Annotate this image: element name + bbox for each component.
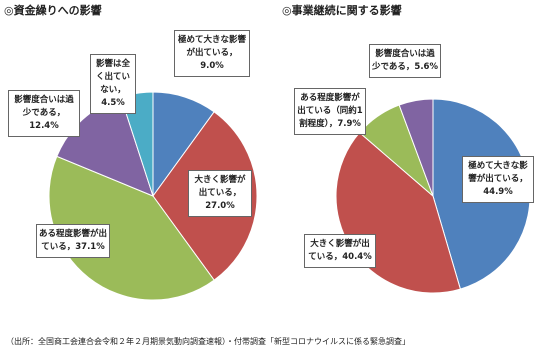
data-label: ある程度影響が出ている（同約1割程度），7.9% xyxy=(294,88,366,135)
data-label: 大きく影響が出ている，40.4% xyxy=(304,234,376,268)
chart-title: ◎事業継続に関する影響 xyxy=(282,4,402,17)
pie-slice xyxy=(48,155,215,301)
pie-slice xyxy=(398,98,434,197)
data-label: 影響度合いは過少である，12.4% xyxy=(8,90,80,137)
chart-title: ◎資金繰りへの影響 xyxy=(4,4,102,17)
data-label: 極めて大きな影響が出ている，44.9% xyxy=(462,156,534,203)
data-label: 極めて大きな影響が出ている，9.0% xyxy=(174,30,250,77)
data-label: 影響は全く出ていない，4.5% xyxy=(90,54,136,114)
data-label: 大きく影響が出ている，27.0% xyxy=(188,170,252,217)
data-label: ある程度影響が出ている，37.1% xyxy=(36,224,110,258)
source-note: （出所：全国商工会連合会令和２年２月期景気動向調査速報）・付帯調査「新型コロナウ… xyxy=(6,337,410,346)
data-label: 影響度合いは過少である，5.6% xyxy=(369,44,441,78)
